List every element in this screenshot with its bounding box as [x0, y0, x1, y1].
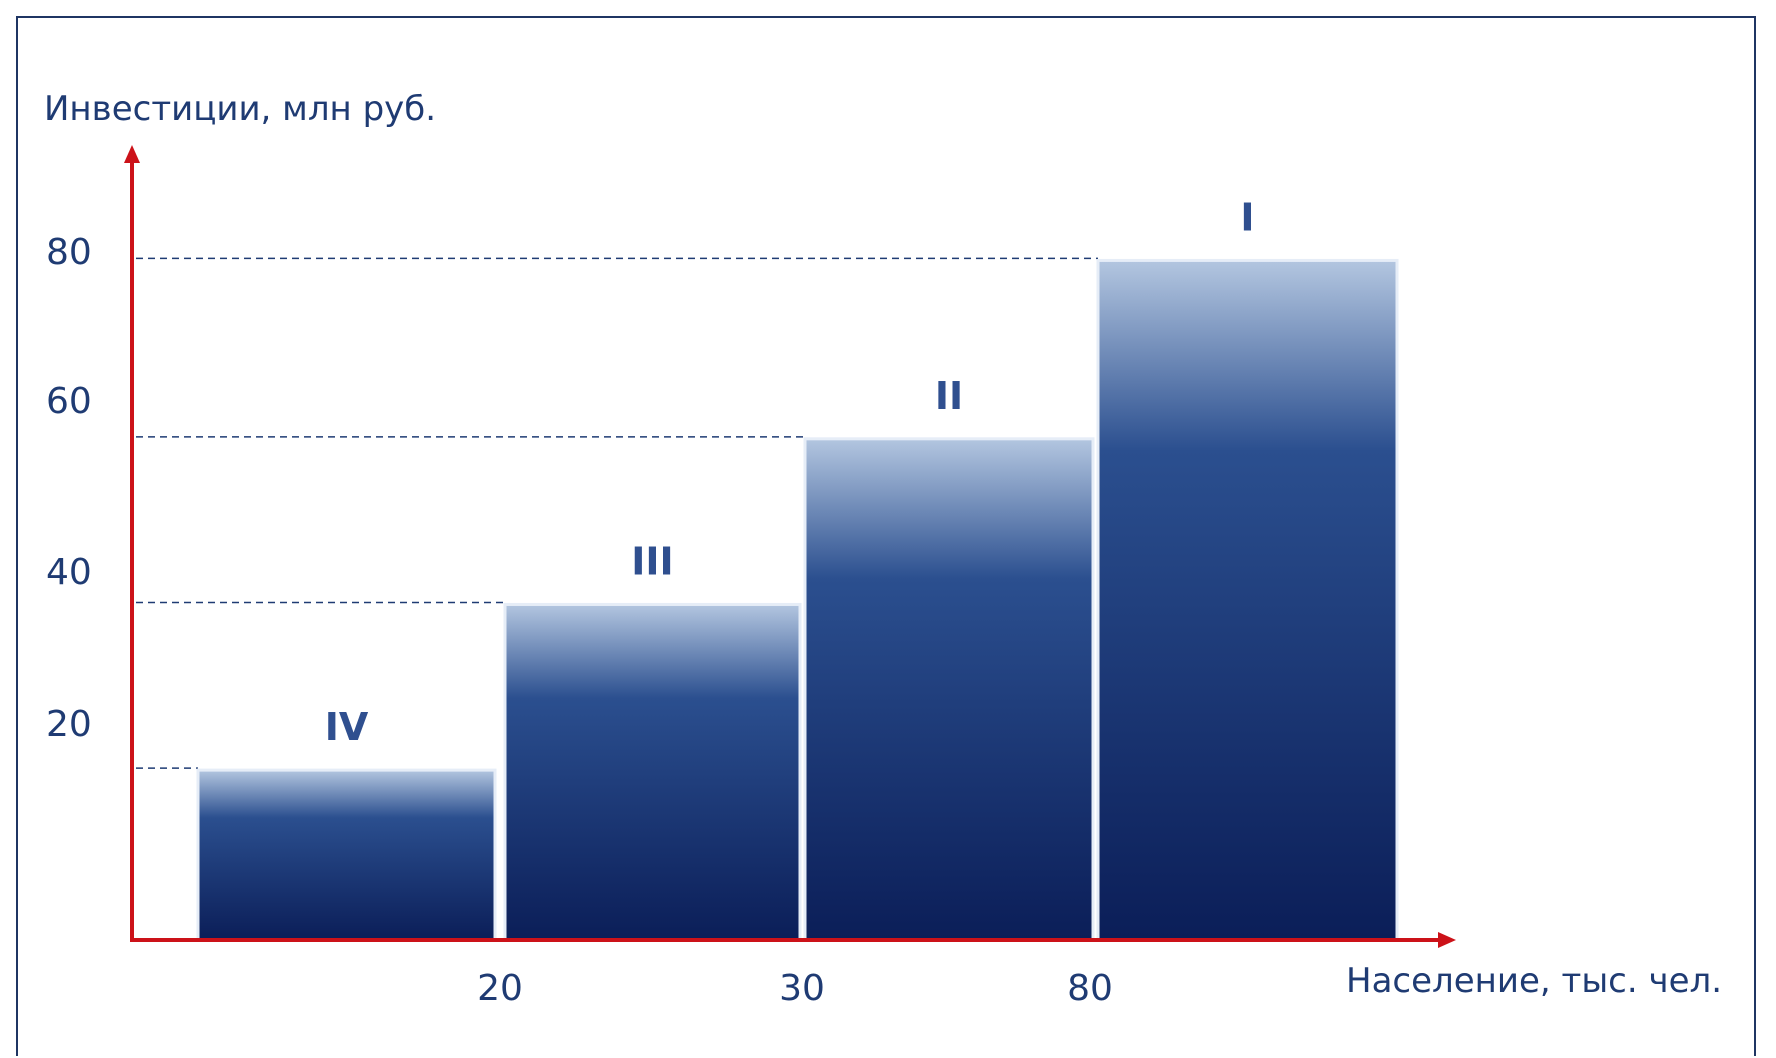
y-axis-label: Инвестиции, млн руб. [44, 89, 436, 129]
bar-i [1096, 258, 1399, 942]
bar-iv [196, 768, 497, 942]
y-axis-arrow [124, 145, 140, 163]
y-tick-label: 60 [46, 381, 92, 422]
x-tick-labels: 20 30 80 [477, 968, 1113, 1009]
y-tick-labels: 20 40 60 80 [46, 232, 92, 745]
bar-iii [503, 602, 802, 942]
axes [124, 145, 1456, 948]
y-tick-label: 40 [46, 552, 92, 593]
x-axis-label: Население, тыс. чел. [1346, 961, 1722, 1001]
y-tick-label: 80 [46, 232, 92, 273]
x-tick-label: 30 [779, 968, 825, 1009]
bar-label-i: I [1240, 195, 1254, 239]
x-tick-label: 20 [477, 968, 523, 1009]
bar-label-iv: IV [325, 705, 369, 749]
bar-label-iii: III [631, 539, 673, 583]
bar-label-ii: II [935, 374, 963, 418]
bars [196, 258, 1399, 942]
y-tick-label: 20 [46, 704, 92, 745]
reference-lines [136, 257, 1098, 769]
bar-ii [803, 437, 1095, 942]
x-tick-label: 80 [1067, 968, 1113, 1009]
x-axis-arrow [1438, 932, 1456, 948]
chart-frame [16, 16, 1756, 1056]
